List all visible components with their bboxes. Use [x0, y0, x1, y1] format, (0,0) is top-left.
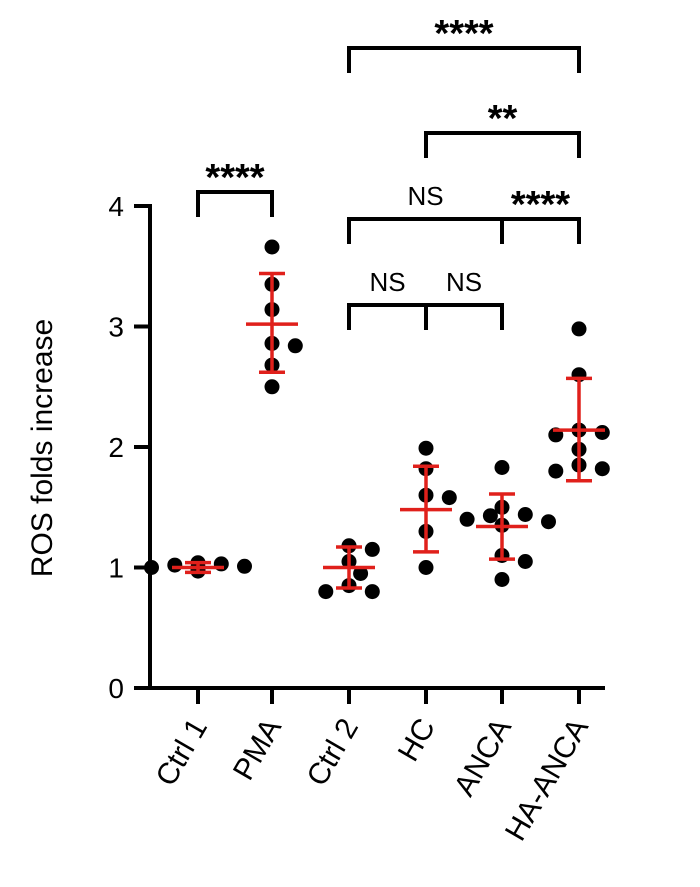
- significance-bracket: **: [424, 98, 581, 158]
- data-point: [517, 507, 533, 522]
- y-axis-label: ROS folds increase: [26, 319, 59, 577]
- data-point: [264, 379, 280, 395]
- mean-sd-marker: [553, 376, 605, 483]
- bracket-line: [500, 217, 581, 244]
- data-point: [237, 558, 252, 574]
- y-tick-label: 0: [108, 673, 124, 704]
- y-tick-label: 1: [108, 553, 124, 584]
- data-point: [494, 460, 510, 475]
- y-tick-label: 3: [108, 312, 124, 343]
- data-point: [418, 440, 434, 456]
- x-tick-label: HC: [392, 713, 442, 767]
- data-point: [459, 511, 475, 527]
- significance-bracket: ****: [347, 13, 581, 73]
- x-tick-label: Ctrl 1: [150, 713, 214, 792]
- significance-label: **: [488, 98, 518, 140]
- data-point: [548, 463, 564, 479]
- bracket-line: [347, 46, 581, 73]
- data-point: [494, 572, 510, 587]
- significance-label: ****: [511, 184, 570, 226]
- significance-label: ****: [434, 13, 493, 55]
- data-points: [144, 239, 610, 600]
- data-point: [594, 425, 610, 440]
- x-tick-label: PMA: [227, 713, 288, 786]
- data-point: [441, 490, 457, 506]
- significance-bracket: ****: [500, 184, 581, 244]
- significance-bracket: NS: [347, 181, 504, 244]
- significance-label: ****: [205, 157, 264, 199]
- data-point: [353, 566, 369, 581]
- significance-bracket: NS: [424, 267, 504, 330]
- mean-sd-marker: [476, 492, 528, 561]
- data-point: [541, 514, 556, 530]
- significance-bracket: ****: [196, 157, 274, 217]
- mean-sd-marker: [246, 271, 298, 375]
- data-point: [364, 541, 380, 557]
- data-point: [318, 584, 334, 600]
- data-point: [287, 338, 303, 354]
- x-tick-label: ANCA: [448, 713, 518, 802]
- mean-sd-marker: [172, 560, 224, 575]
- bracket-line: [347, 303, 428, 330]
- data-point: [144, 560, 159, 575]
- mean-sd-marker: [323, 545, 375, 590]
- data-point: [264, 239, 280, 255]
- data-point: [482, 508, 498, 524]
- data-point: [418, 560, 434, 575]
- significance-bracket: NS: [347, 267, 428, 330]
- bracket-line: [196, 190, 274, 217]
- mean-sd-bars: [172, 271, 605, 590]
- significance-label: NS: [446, 267, 482, 297]
- bracket-line: [347, 217, 504, 244]
- data-point: [594, 461, 610, 477]
- significance-label: NS: [407, 181, 443, 211]
- data-point: [571, 321, 587, 337]
- significance-label: NS: [369, 267, 405, 297]
- data-point: [517, 554, 533, 569]
- y-tick-label: 2: [108, 432, 124, 463]
- mean-sd-marker: [400, 464, 452, 554]
- bracket-line: [424, 303, 504, 330]
- data-point: [364, 584, 380, 600]
- bracket-line: [424, 131, 581, 158]
- data-point: [167, 557, 183, 573]
- x-tick-label: Ctrl 2: [301, 713, 365, 792]
- y-tick-label: 4: [108, 191, 124, 222]
